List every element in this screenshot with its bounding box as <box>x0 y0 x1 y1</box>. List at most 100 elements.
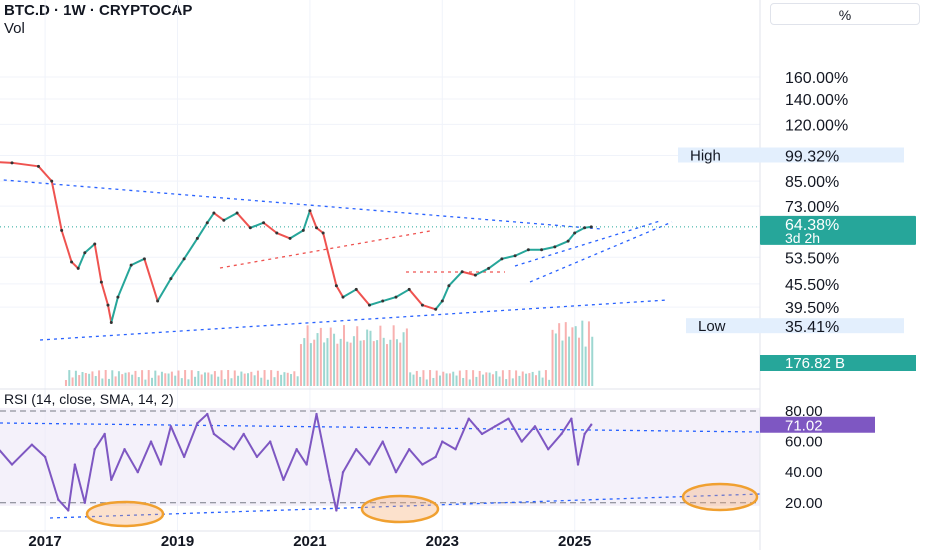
volume-bar-79 <box>326 338 329 386</box>
price-point-53 <box>573 231 577 235</box>
volume-bar-108 <box>422 370 425 386</box>
volume-bar-19 <box>127 372 130 386</box>
price-segment-22 <box>206 212 215 224</box>
rsi-point-45 <box>467 417 470 420</box>
rsi-point-37 <box>368 463 371 466</box>
rsi-point-25 <box>232 448 235 451</box>
rsi-highlight-ellipse-1 <box>360 494 440 524</box>
rsi-segment-40 <box>395 448 411 473</box>
volume-bar-135 <box>511 378 514 386</box>
volume-bar-33 <box>174 375 177 386</box>
rsi-point-54 <box>576 463 580 466</box>
volume-bar-28 <box>157 375 160 386</box>
rsi-segment-33 <box>315 413 331 481</box>
price-tick-6: 53.50% <box>785 250 839 267</box>
volume-bar-47 <box>220 370 223 386</box>
price-point-15 <box>129 263 133 267</box>
volume-bar-35 <box>180 378 183 386</box>
low-label: Low <box>698 318 726 335</box>
rsi-point-9 <box>67 509 70 512</box>
rsi-segment-14 <box>103 433 113 480</box>
rsi-segment-44 <box>441 440 457 451</box>
volume-bar-90 <box>362 340 365 386</box>
price-point-35 <box>354 287 358 291</box>
volume-bar-18 <box>124 372 127 386</box>
price-point-32 <box>321 231 325 235</box>
volume-bar-55 <box>247 373 250 386</box>
rsi-point-31 <box>305 463 308 466</box>
volume-bar-141 <box>531 371 534 386</box>
rsi-segment-45 <box>454 418 470 450</box>
time-label-1: 2019 <box>161 533 194 550</box>
volume-bar-89 <box>359 340 362 386</box>
rsi-segment-43 <box>434 441 444 458</box>
volume-bar-87 <box>352 336 355 386</box>
volume-bar-12 <box>104 370 107 386</box>
price-segment-10 <box>84 243 96 254</box>
rsi-point-32 <box>315 412 318 416</box>
price-segment-12 <box>100 281 109 306</box>
volume-bar-72 <box>303 338 306 386</box>
volume-bar-34 <box>177 370 180 386</box>
rsi-segment-30 <box>282 448 298 481</box>
volume-bar-58 <box>256 370 259 386</box>
price-segment-27 <box>262 221 278 234</box>
rsi-label: RSI (14, close, SMA, 14, 2) <box>4 391 174 407</box>
rsi-segment-24 <box>213 433 225 443</box>
price-point-22 <box>212 211 216 215</box>
price-point-44 <box>460 270 464 274</box>
price-series <box>0 161 593 324</box>
volume-bar-56 <box>250 371 253 386</box>
rsi-point-34 <box>335 509 338 512</box>
rsi-point-48 <box>507 417 510 420</box>
volume-bar-99 <box>392 325 395 386</box>
rsi-value-badge <box>760 416 875 433</box>
volume-bar-17 <box>121 374 124 386</box>
volume-bar-82 <box>336 343 339 386</box>
price-segment-35 <box>342 288 357 298</box>
rsi-point-38 <box>381 440 384 443</box>
price-point-21 <box>205 221 209 225</box>
rsi-point-21 <box>196 422 199 425</box>
volume-bar-36 <box>184 370 187 386</box>
rsi-point-44 <box>454 448 457 451</box>
volume-bar-42 <box>203 372 206 386</box>
rsi-tick-1: 60.00 <box>785 434 823 451</box>
volume-bar-4 <box>78 375 81 386</box>
volume-bar-49 <box>227 370 230 386</box>
volume-bar-98 <box>389 339 392 386</box>
volume-bar-71 <box>299 344 302 386</box>
rsi-point-8 <box>57 498 60 501</box>
rsi-segment-41 <box>408 448 424 466</box>
price-segment-53 <box>567 232 576 242</box>
rsi-segment-19 <box>159 426 172 465</box>
price-point-46 <box>487 266 491 270</box>
price-segment-37 <box>369 300 384 307</box>
volume-bar-66 <box>283 372 286 386</box>
volume-bar-74 <box>309 343 312 386</box>
volume-bar-92 <box>369 330 372 386</box>
time-label-3: 2023 <box>426 533 459 550</box>
time-label-4: 2025 <box>558 533 591 550</box>
volume-bar-60 <box>263 370 266 386</box>
volume-bar-70 <box>296 376 299 386</box>
volume-bar-1 <box>68 370 71 386</box>
rsi-segment-6 <box>11 443 33 466</box>
rsi-point-36 <box>355 448 358 451</box>
volume-bar-39 <box>194 376 197 386</box>
percent-scale-button[interactable]: % <box>770 3 920 25</box>
volume-bar-40 <box>197 371 200 386</box>
price-segment-51 <box>541 245 556 251</box>
volume-bar-149 <box>558 323 561 386</box>
volume-bar-124 <box>475 376 478 386</box>
price-point-12 <box>106 303 110 307</box>
price-point-4 <box>36 164 40 168</box>
rsi-segment-36 <box>342 448 358 473</box>
rsi-point-55 <box>583 432 586 436</box>
rsi-segment-52 <box>547 433 563 450</box>
volume-bar-10 <box>98 370 101 386</box>
price-point-7 <box>70 260 74 264</box>
rsi-point-39 <box>394 471 398 474</box>
rsi-point-26 <box>242 432 245 436</box>
rsi-tick-0: 80.00 <box>785 403 823 420</box>
